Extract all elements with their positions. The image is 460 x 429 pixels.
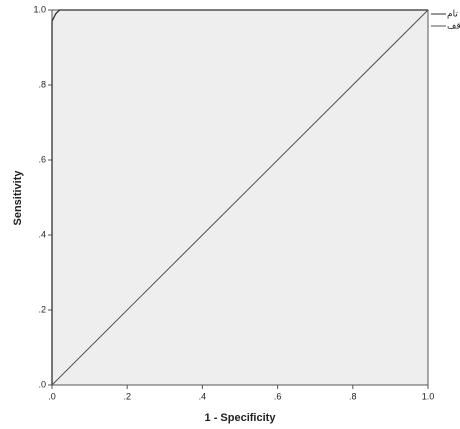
- y-tick-label: .6: [38, 154, 46, 164]
- x-tick-label: 1.0: [422, 391, 435, 401]
- x-tick-label: .4: [199, 391, 207, 401]
- y-tick-label: 1.0: [33, 4, 46, 14]
- y-axis-title: Sensitivity: [12, 170, 24, 226]
- x-axis-title: 1 - Specificity: [205, 412, 277, 424]
- x-tick-label: .0: [48, 391, 56, 401]
- y-tick-label: .2: [38, 304, 46, 314]
- x-tick-label: .8: [349, 391, 357, 401]
- series-line: [51, 9, 429, 386]
- x-tick-label: .6: [274, 391, 282, 401]
- y-tick-label: .4: [38, 229, 46, 239]
- legend-label: قف: [447, 20, 460, 30]
- x-tick-label: .2: [123, 391, 131, 401]
- series-line: [51, 9, 428, 385]
- y-tick-label: .0: [38, 379, 46, 389]
- legend-label: تام: [447, 8, 458, 19]
- y-tick-label: .8: [38, 79, 46, 89]
